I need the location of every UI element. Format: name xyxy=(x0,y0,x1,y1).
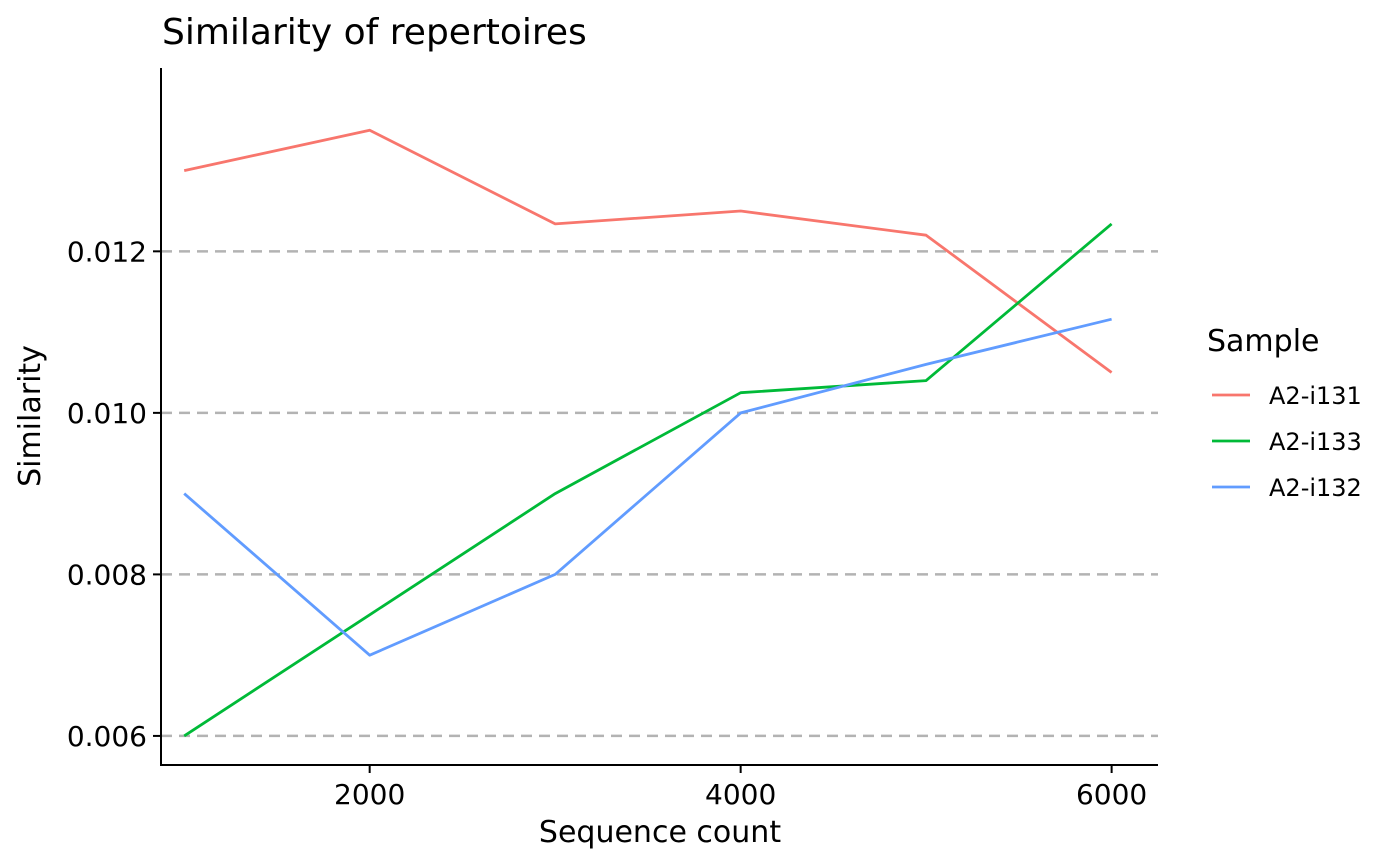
y-axis-title: Similarity xyxy=(13,345,48,487)
legend-label: A2-i132 xyxy=(1269,474,1362,502)
x-axis-title: Sequence count xyxy=(539,815,781,850)
x-tick-label: 4000 xyxy=(705,778,776,811)
y-tick-label: 0.008 xyxy=(67,558,147,591)
series-line-a2-i133 xyxy=(183,222,1113,738)
y-tick-label: 0.012 xyxy=(67,235,147,268)
chart-title: Similarity of repertoires xyxy=(162,12,587,53)
gridlines xyxy=(161,250,1158,738)
series-line-a2-i131 xyxy=(183,128,1113,374)
legend: Sample A2-i131 A2-i133 A2-i132 xyxy=(1207,324,1362,502)
legend-label: A2-i133 xyxy=(1269,428,1362,456)
x-tick-label: 2000 xyxy=(334,778,405,811)
y-tick-label: 0.006 xyxy=(67,720,147,753)
legend-label: A2-i131 xyxy=(1269,382,1362,410)
x-axis-ticks: 2000 4000 6000 xyxy=(334,765,1147,811)
series-line-a2-i132 xyxy=(183,317,1112,657)
series-lines xyxy=(183,128,1113,738)
legend-title: Sample xyxy=(1207,324,1320,359)
y-tick-label: 0.010 xyxy=(67,397,147,430)
x-tick-label: 6000 xyxy=(1076,778,1147,811)
y-axis-ticks: 0.006 0.008 0.010 0.012 xyxy=(67,235,161,753)
